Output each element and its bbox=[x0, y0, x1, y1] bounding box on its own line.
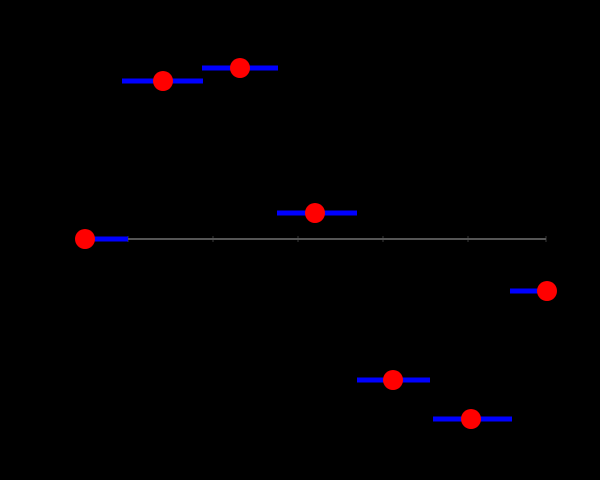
data-point-p1[interactable] bbox=[153, 71, 173, 91]
data-point-group bbox=[75, 58, 557, 429]
data-point-p6[interactable] bbox=[383, 370, 403, 390]
data-point-p3[interactable] bbox=[305, 203, 325, 223]
data-point-p2[interactable] bbox=[230, 58, 250, 78]
data-point-p7[interactable] bbox=[461, 409, 481, 429]
data-point-p4[interactable] bbox=[75, 229, 95, 249]
data-point-p5[interactable] bbox=[537, 281, 557, 301]
